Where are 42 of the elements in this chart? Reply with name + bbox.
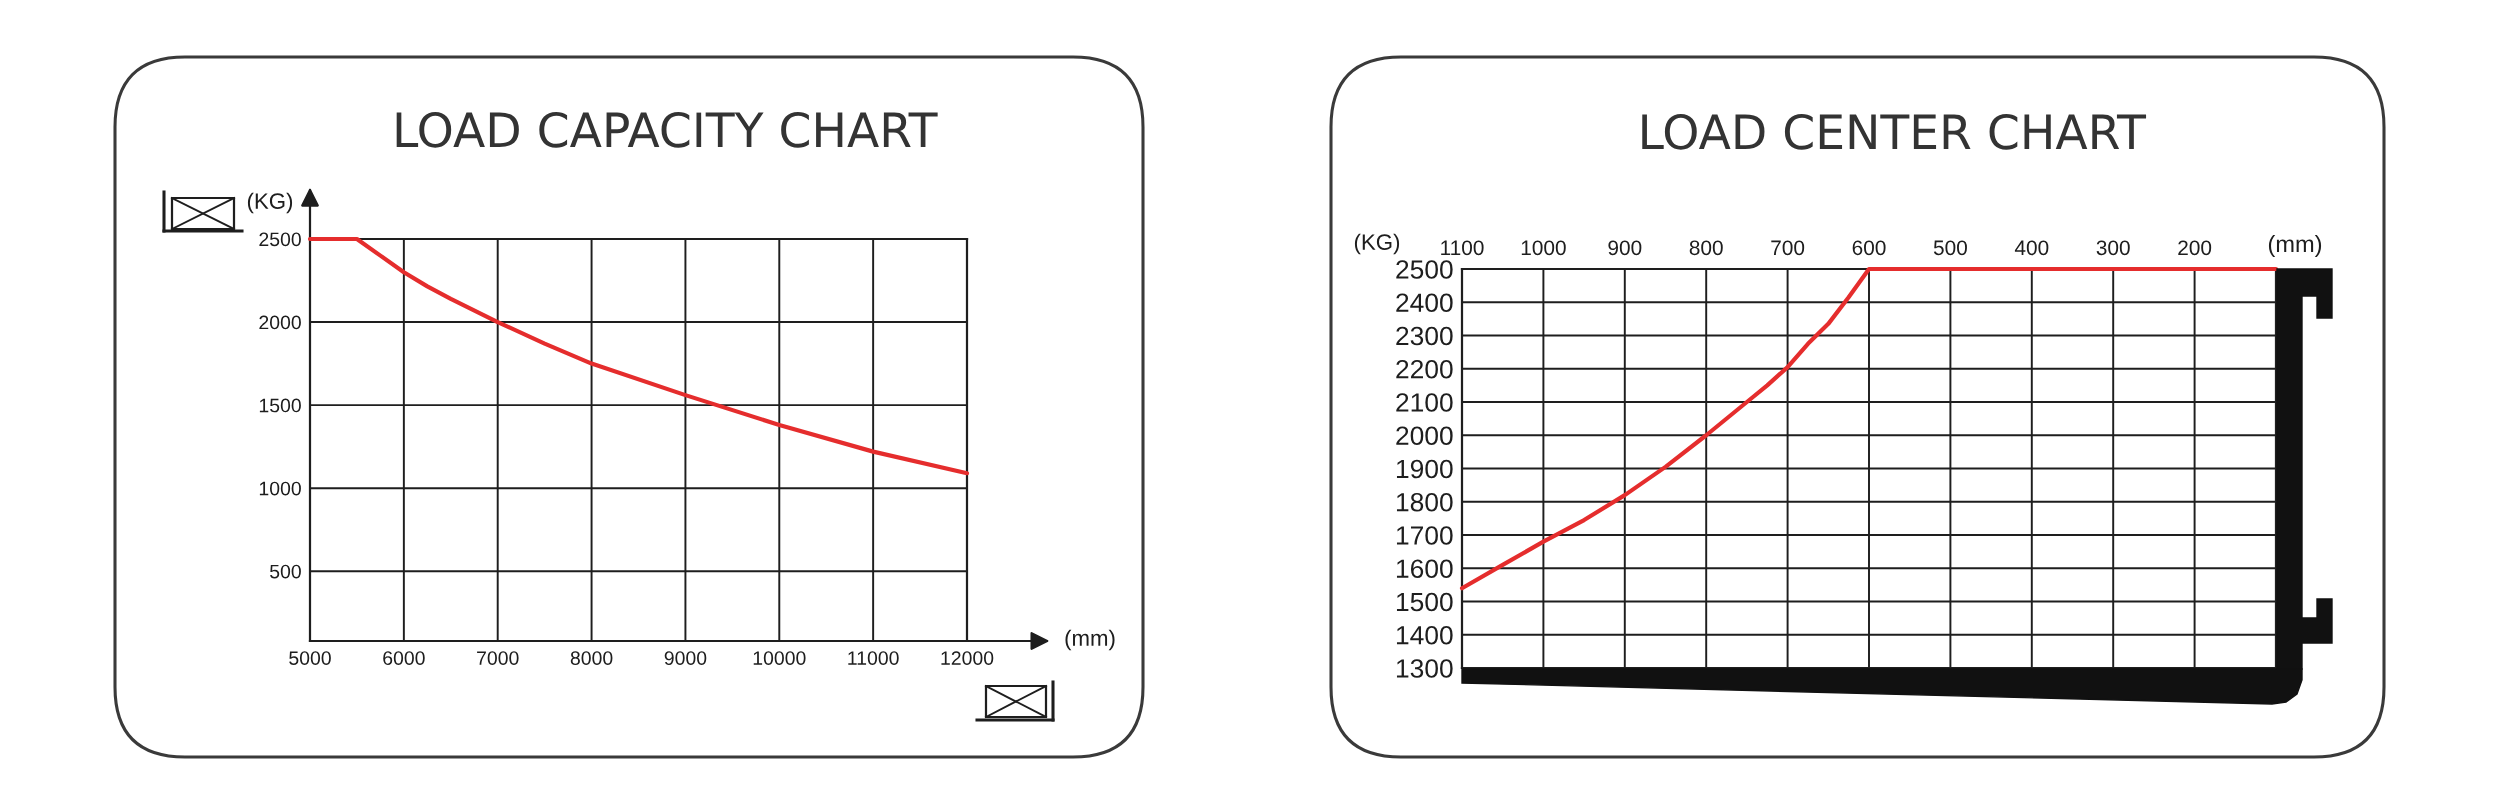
chart-title: LOAD CENTER CHART (1642, 113, 2147, 150)
x-tick-label: 6000 (383, 651, 425, 665)
y-tick-label: 1700 (1396, 526, 1453, 545)
x-tick-label: 200 (2178, 240, 2212, 256)
x-tick-label: 5000 (289, 651, 331, 665)
y-tick-label: 2200 (1396, 359, 1453, 379)
y-tick-label: 500 (270, 564, 301, 579)
x-tick-label: 11000 (848, 651, 899, 665)
y-tick-label: 1000 (259, 481, 301, 496)
x-axis-title: (mm) (1065, 629, 1115, 651)
y-tick-label: 1900 (1396, 459, 1453, 479)
y-tick-label: 2400 (1396, 293, 1453, 313)
x-tick-label: 10000 (753, 651, 806, 665)
y-tick-label: 1800 (1396, 492, 1453, 512)
y-tick-label: 2000 (1396, 426, 1453, 446)
x-tick-label: 700 (1771, 240, 1805, 256)
x-tick-label: 300 (2096, 240, 2130, 256)
x-tick-label: 800 (1689, 240, 1723, 256)
y-tick-label: 1400 (1396, 625, 1453, 645)
y-tick-label: 2100 (1396, 393, 1453, 412)
x-tick-label: 9000 (664, 651, 707, 665)
y-tick-label: 2500 (259, 232, 301, 247)
x-tick-label: 600 (1852, 240, 1886, 256)
y-tick-label: 1500 (259, 398, 301, 413)
y-tick-label: 1500 (1396, 592, 1453, 612)
x-tick-label: 1100 (1441, 240, 1484, 256)
chart-title: LOAD CAPACITY CHART (396, 111, 938, 148)
y-tick-label: 2500 (1396, 260, 1453, 279)
x-tick-label: 500 (1933, 240, 1967, 256)
y-tick-label: 2300 (1396, 326, 1453, 346)
x-tick-label: 7000 (477, 651, 519, 665)
y-tick-label: 1600 (1396, 559, 1453, 579)
x-tick-label: 12000 (941, 651, 994, 665)
y-tick-label: 2000 (259, 315, 301, 330)
y-axis-title: (KG) (1354, 233, 1400, 255)
x-tick-label: 900 (1608, 240, 1642, 256)
x-tick-label: 1000 (1521, 240, 1566, 256)
x-tick-label: 8000 (570, 651, 613, 665)
y-axis-title: (KG) (247, 192, 293, 214)
y-tick-label: 1300 (1396, 659, 1453, 678)
x-axis-title: (mm) (2268, 235, 2322, 257)
x-tick-label: 400 (2014, 240, 2049, 256)
